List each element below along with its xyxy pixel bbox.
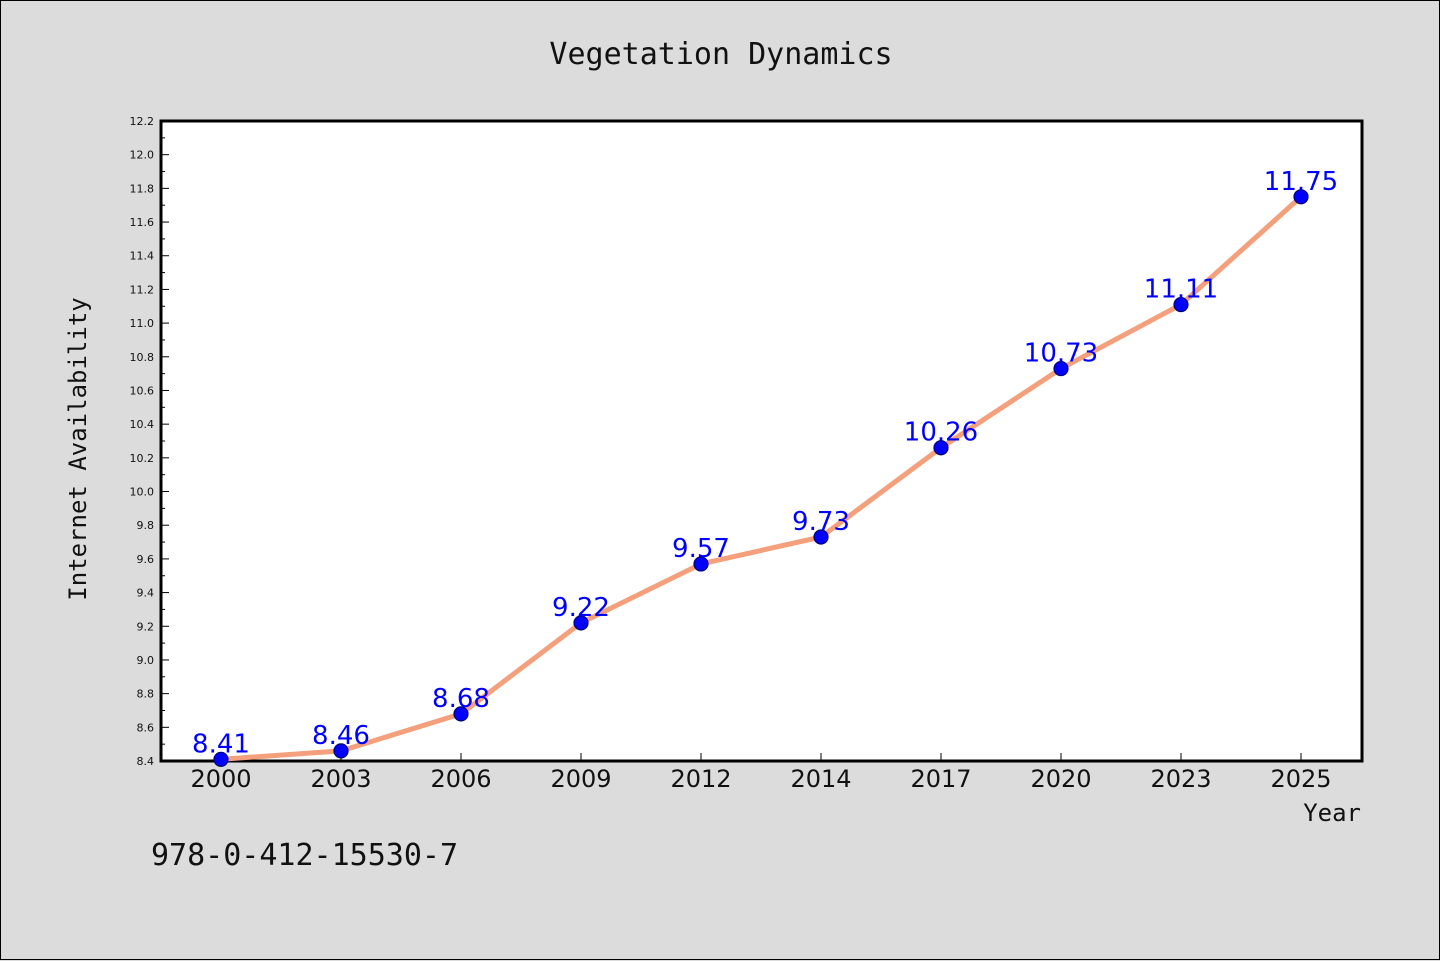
- x-tick-label: 2023: [1150, 765, 1211, 793]
- data-label: 8.46: [312, 721, 370, 751]
- y-tick-label: 11.8: [130, 182, 155, 195]
- x-axis-label: Year: [1303, 799, 1361, 827]
- data-label: 9.57: [672, 534, 730, 564]
- x-tick-label: 2014: [790, 765, 851, 793]
- y-axis: 8.4 8.6 8.8 9.0 9.2 9.4 9.6 9.8 10.0 10.2 10.4 10.6…: [130, 115, 169, 768]
- y-tick-label: 11.6: [130, 216, 155, 229]
- x-tick-label: 2000: [190, 765, 251, 793]
- y-axis-label: Internet Availability: [64, 297, 92, 600]
- x-tick-label: 2025: [1270, 765, 1331, 793]
- data-point: [1053, 360, 1069, 377]
- data-label: 8.68: [432, 684, 490, 714]
- series-layer: 8.41 8.46 8.68 9.22 9.57 9.73 10.26 10.73 11.11 1…: [192, 167, 1338, 767]
- data-label: 9.73: [792, 507, 850, 537]
- data-point: [933, 440, 949, 456]
- y-tick-label: 10.2: [130, 452, 155, 465]
- y-tick-label: 11.4: [130, 250, 155, 263]
- data-point: [453, 706, 469, 722]
- data-point: [1293, 189, 1309, 205]
- data-label: 11.75: [1264, 167, 1338, 197]
- y-tick-label: 9.4: [137, 587, 155, 600]
- y-tick-label: 9.6: [137, 553, 155, 566]
- x-tick-label: 2017: [910, 765, 971, 793]
- data-label: 9.22: [552, 593, 610, 623]
- data-label: 10.26: [904, 418, 978, 448]
- chart-title: Vegetation Dynamics: [549, 37, 892, 72]
- y-tick-label: 12.0: [130, 149, 155, 162]
- x-tick-label: 2006: [430, 765, 491, 793]
- data-label: 8.41: [192, 729, 250, 759]
- data-point: [693, 556, 709, 572]
- y-tick-label: 9.2: [137, 620, 155, 633]
- y-tick-label: 9.0: [137, 654, 155, 667]
- y-tick-label: 11.2: [130, 283, 155, 296]
- data-point: [573, 615, 589, 631]
- y-tick-label: 11.0: [130, 317, 155, 330]
- series-line: [220, 194, 1303, 762]
- x-axis: 2000 2003 2006 2009 2012 2014 2017 2020 2023 2025: [190, 753, 1332, 793]
- y-tick-label: 10.4: [130, 418, 155, 431]
- y-tick-label: 10.0: [130, 486, 155, 499]
- y-tick-label: 9.8: [137, 519, 155, 532]
- data-point: [213, 751, 229, 767]
- plot-area: [159, 119, 1364, 763]
- data-point: [1173, 296, 1189, 313]
- y-tick-label: 12.2: [130, 115, 155, 128]
- y-tick-label: 8.8: [137, 688, 155, 701]
- data-point: [333, 743, 349, 759]
- footer-code: 978-0-412-15530-7: [151, 838, 458, 873]
- y-tick-label: 8.6: [137, 721, 155, 734]
- data-label: 11.11: [1144, 275, 1218, 305]
- y-tick-label: 10.6: [130, 384, 155, 397]
- x-tick-label: 2020: [1030, 765, 1091, 793]
- x-tick-label: 2003: [310, 765, 371, 793]
- data-label: 10.73: [1024, 339, 1098, 369]
- data-point: [813, 529, 829, 545]
- y-tick-label: 10.8: [130, 351, 155, 364]
- y-tick-label: 8.4: [137, 755, 155, 768]
- x-tick-label: 2009: [550, 765, 611, 793]
- x-tick-label: 2012: [670, 765, 731, 793]
